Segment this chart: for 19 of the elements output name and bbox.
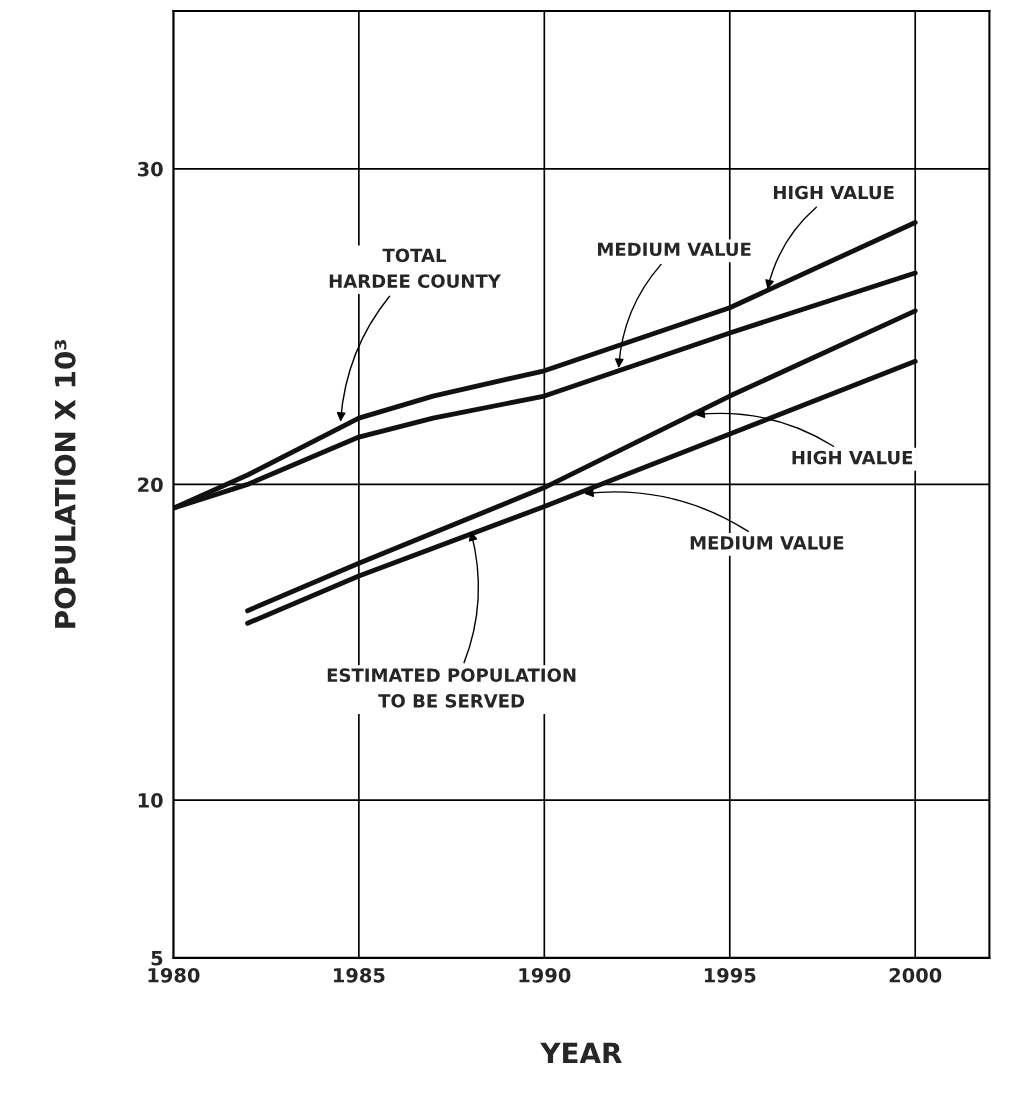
line-series xyxy=(245,308,918,614)
annotation: MEDIUM VALUE xyxy=(690,536,844,550)
x-tick-label: 1980 xyxy=(148,967,200,983)
x-axis-title: YEAR xyxy=(540,1042,622,1064)
y-axis-title: POPULATION X 10³ xyxy=(54,340,76,628)
x-tick-label: 2000 xyxy=(889,967,942,983)
y-tick-label: 30 xyxy=(137,161,163,177)
annotation: TOTAL HARDEE COUNTY xyxy=(329,248,502,288)
x-tick-label: 1990 xyxy=(519,967,571,983)
y-tick-label: 10 xyxy=(138,793,163,808)
line-series xyxy=(245,358,918,626)
annotation: ESTIMATED POPULATION TO BE SERVED xyxy=(327,668,576,708)
x-tick-label: 1995 xyxy=(704,967,756,983)
x-tick-label: 1985 xyxy=(333,967,385,983)
y-tick-label: 20 xyxy=(138,477,163,493)
annotation: HIGH VALUE xyxy=(792,450,913,465)
annotation: HIGH VALUE xyxy=(773,185,894,200)
y-tick-label: 5 xyxy=(151,951,163,966)
annotation: MEDIUM VALUE xyxy=(598,242,751,257)
